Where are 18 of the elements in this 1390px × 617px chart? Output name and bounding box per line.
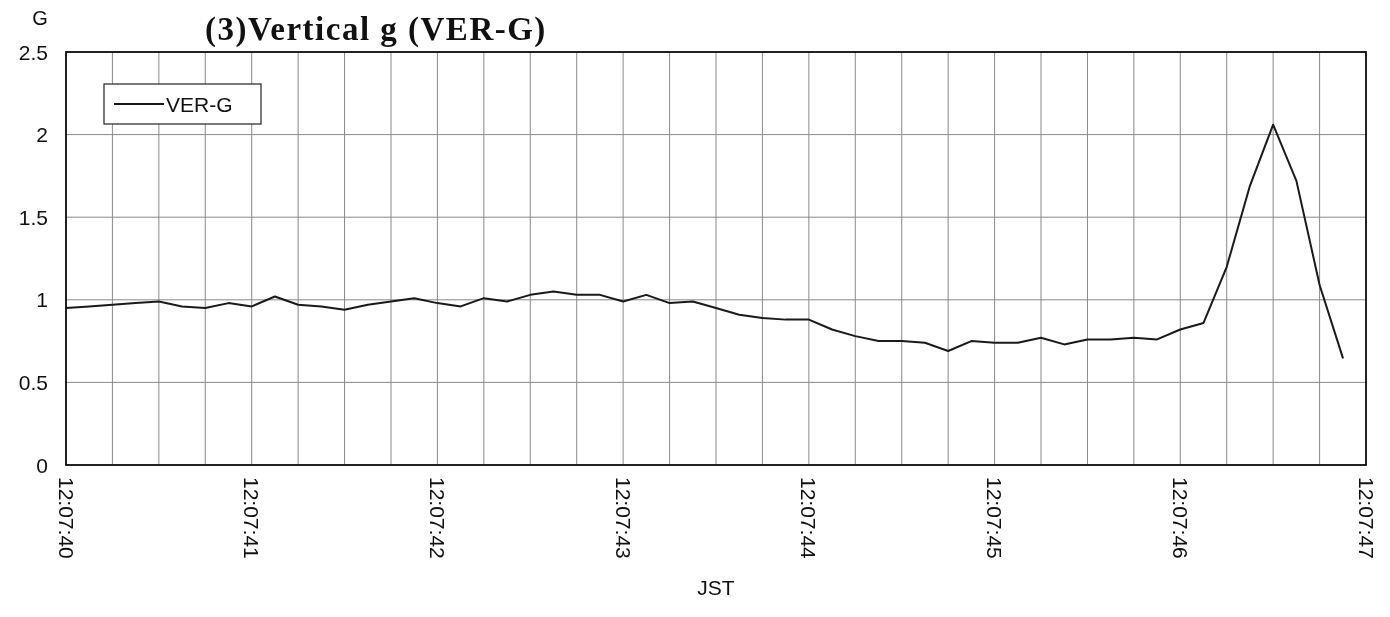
x-tick-label: 12:07:40 [54, 477, 78, 559]
chart-title: (3)Vertical g (VER-G) [205, 11, 547, 48]
x-tick-label: 12:07:46 [1168, 477, 1192, 559]
x-tick-label: 12:07:43 [611, 477, 635, 559]
legend-label: VER-G [166, 92, 233, 116]
y-tick-label: 1.5 [18, 205, 48, 229]
y-tick-label: 2 [36, 123, 48, 147]
y-tick-label: 0 [36, 453, 48, 477]
x-tick-label: 12:07:45 [983, 477, 1007, 559]
y-tick-label: 1 [36, 288, 48, 312]
x-axis-title: JST [697, 576, 735, 599]
x-tick-label: 12:07:41 [240, 477, 264, 559]
x-tick-label: 12:07:47 [1354, 477, 1378, 559]
x-tick-label: 12:07:42 [425, 477, 449, 559]
y-tick-label: 2.5 [18, 40, 48, 64]
y-axis-title: G [32, 7, 48, 29]
x-tick-label: 12:07:44 [797, 477, 821, 560]
y-tick-label: 0.5 [18, 370, 48, 394]
